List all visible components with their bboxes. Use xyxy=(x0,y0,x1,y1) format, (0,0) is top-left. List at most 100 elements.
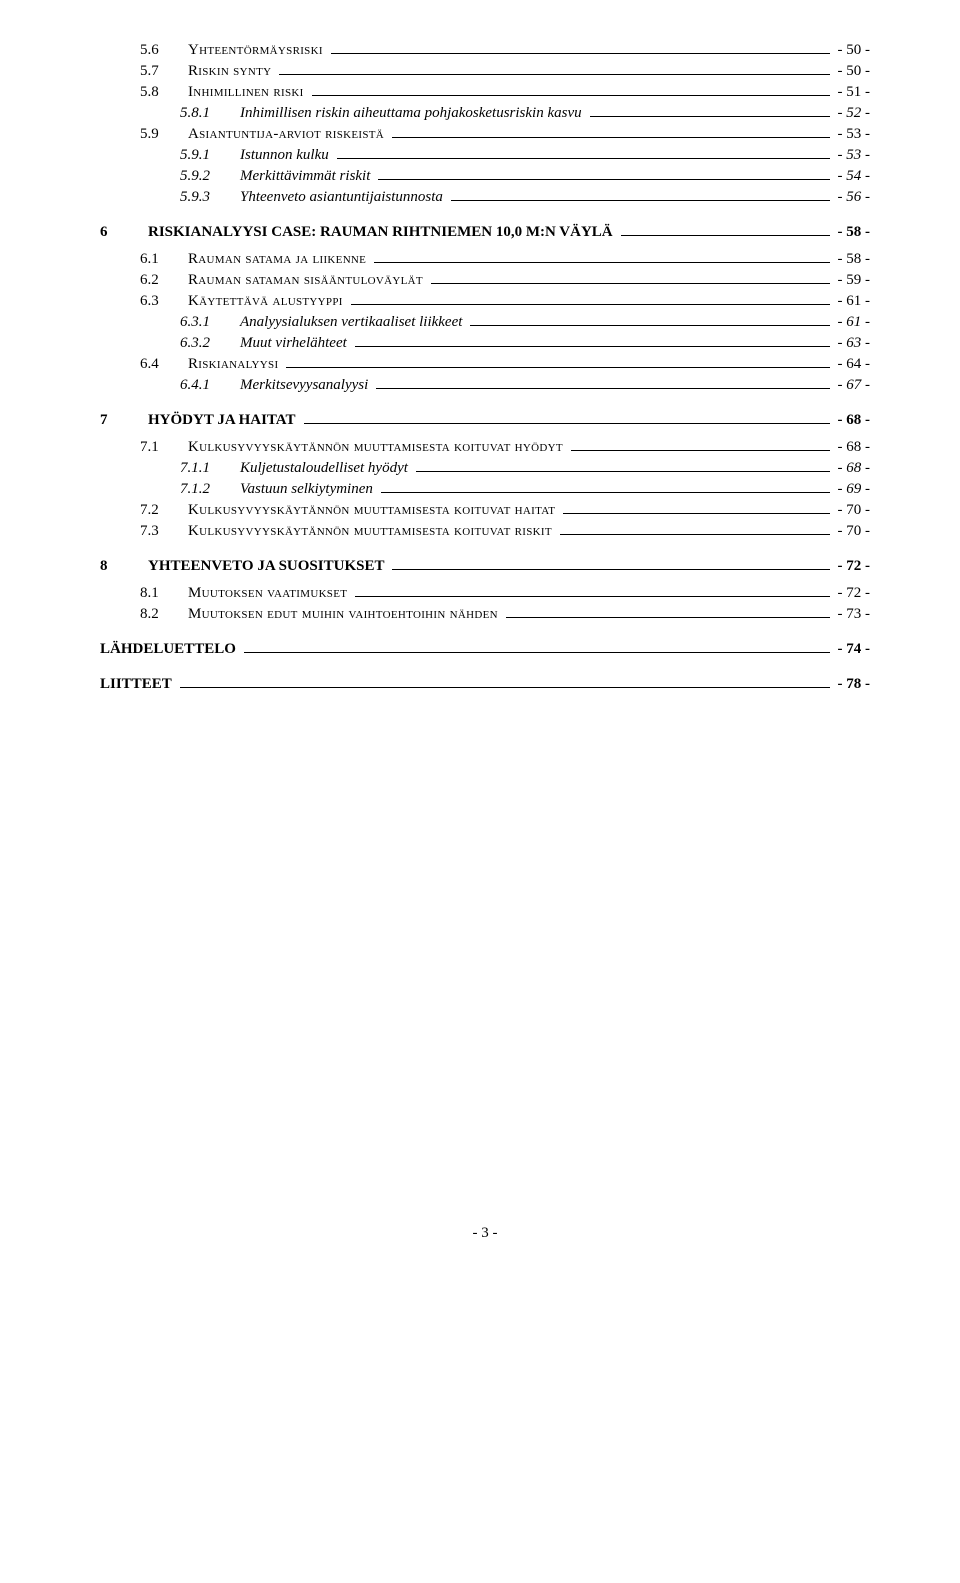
toc-page-number: - 59 - xyxy=(834,270,871,291)
toc-label: 8.2Muutoksen edut muihin vaihtoehtoihin … xyxy=(140,604,502,625)
toc-label: LÄHDELUETTELO xyxy=(100,639,240,660)
toc-leader-line xyxy=(392,137,829,138)
toc-entry: 8.1Muutoksen vaatimukset- 72 - xyxy=(100,583,870,604)
toc-page-number: - 72 - xyxy=(834,556,871,577)
toc-leader-line xyxy=(244,652,830,653)
toc-leader-line xyxy=(355,346,830,347)
toc-label: 7.1Kulkusyvyyskäytännön muuttamisesta ko… xyxy=(140,437,567,458)
toc-label: 5.8.1Inhimillisen riskin aiheuttama pohj… xyxy=(180,103,586,124)
toc-entry: 6.3Käytettävä alustyyppi - 61 - xyxy=(100,291,870,312)
toc-leader-line xyxy=(351,304,830,305)
toc-entry: 8.2Muutoksen edut muihin vaihtoehtoihin … xyxy=(100,604,870,625)
toc-label: 6.1Rauman satama ja liikenne xyxy=(140,249,370,270)
page-number: - 3 - xyxy=(100,1225,870,1242)
toc-entry: 5.9.2Merkittävimmät riskit - 54 - xyxy=(100,166,870,187)
toc-label: 6.3.2Muut virhelähteet xyxy=(180,333,351,354)
toc-page-number: - 67 - xyxy=(834,375,871,396)
toc-leader-line xyxy=(378,179,829,180)
toc-entry: 6.4Riskianalyysi - 64 - xyxy=(100,354,870,375)
toc-page-number: - 70 - xyxy=(834,500,871,521)
toc-label: 6.3Käytettävä alustyyppi xyxy=(140,291,347,312)
toc-label: 5.7Riskin synty xyxy=(140,61,275,82)
toc-entry: 7.1Kulkusyvyyskäytännön muuttamisesta ko… xyxy=(100,437,870,458)
toc-label: 5.9.1Istunnon kulku xyxy=(180,145,333,166)
toc-page-number: - 74 - xyxy=(834,639,871,660)
toc-leader-line xyxy=(416,471,830,472)
toc-label: 7.2Kulkusyvyyskäytännön muuttamisesta ko… xyxy=(140,500,559,521)
toc-label: 6RISKIANALYYSI CASE: RAUMAN RIHTNIEMEN 1… xyxy=(100,222,617,243)
toc-label: 5.8Inhimillinen riski xyxy=(140,82,308,103)
toc-page-number: - 61 - xyxy=(834,312,871,333)
toc-entry: 8YHTEENVETO JA SUOSITUKSET - 72 - xyxy=(100,556,870,577)
document-page: 5.6Yhteentörmäysriski- 50 -5.7Riskin syn… xyxy=(0,0,960,1282)
toc-leader-line xyxy=(376,388,829,389)
toc-label: 6.4.1Merkitsevyysanalyysi xyxy=(180,375,372,396)
toc-label: 7HYÖDYT JA HAITAT xyxy=(100,410,300,431)
toc-label: 8YHTEENVETO JA SUOSITUKSET xyxy=(100,556,388,577)
toc-leader-line xyxy=(451,200,830,201)
toc-label: 6.3.1Analyysialuksen vertikaaliset liikk… xyxy=(180,312,466,333)
toc-entry: 6.3.2Muut virhelähteet - 63 - xyxy=(100,333,870,354)
toc-entry: 6.1Rauman satama ja liikenne- 58 - xyxy=(100,249,870,270)
toc-page-number: - 53 - xyxy=(834,124,871,145)
toc-page-number: - 54 - xyxy=(834,166,871,187)
toc-leader-line xyxy=(355,596,829,597)
toc-leader-line xyxy=(312,95,830,96)
toc-leader-line xyxy=(286,367,829,368)
toc-leader-line xyxy=(381,492,830,493)
toc-page-number: - 58 - xyxy=(834,222,871,243)
toc-entry: 6.4.1Merkitsevyysanalyysi - 67 - xyxy=(100,375,870,396)
toc-page-number: - 52 - xyxy=(834,103,871,124)
toc-page-number: - 69 - xyxy=(834,479,871,500)
toc-leader-line xyxy=(431,283,830,284)
toc-leader-line xyxy=(571,450,830,451)
toc-entry: 7.1.1Kuljetustaloudelliset hyödyt- 68 - xyxy=(100,458,870,479)
toc-page-number: - 50 - xyxy=(834,40,871,61)
toc-page-number: - 68 - xyxy=(834,458,871,479)
toc-entry: 5.7Riskin synty - 50 - xyxy=(100,61,870,82)
table-of-contents: 5.6Yhteentörmäysriski- 50 -5.7Riskin syn… xyxy=(100,40,870,695)
toc-page-number: - 70 - xyxy=(834,521,871,542)
toc-page-number: - 78 - xyxy=(834,674,871,695)
toc-entry: 5.9.3Yhteenveto asiantuntijaistunnosta - … xyxy=(100,187,870,208)
toc-label: 5.9.2Merkittävimmät riskit xyxy=(180,166,374,187)
toc-page-number: - 68 - xyxy=(834,410,871,431)
toc-entry: 5.6Yhteentörmäysriski - 50 - xyxy=(100,40,870,61)
toc-entry: LÄHDELUETTELO - 74 - xyxy=(100,639,870,660)
toc-entry: 6.2Rauman sataman sisääntuloväylät- 59 - xyxy=(100,270,870,291)
toc-page-number: - 63 - xyxy=(834,333,871,354)
toc-label: 6.4Riskianalyysi xyxy=(140,354,282,375)
toc-label: LIITTEET xyxy=(100,674,176,695)
toc-leader-line xyxy=(560,534,830,535)
toc-leader-line xyxy=(563,513,829,514)
toc-leader-line xyxy=(470,325,829,326)
toc-page-number: - 53 - xyxy=(834,145,871,166)
toc-entry: 5.8.1Inhimillisen riskin aiheuttama pohj… xyxy=(100,103,870,124)
toc-page-number: - 64 - xyxy=(834,354,871,375)
toc-entry: 5.9.1Istunnon kulku - 53 - xyxy=(100,145,870,166)
toc-entry: 6RISKIANALYYSI CASE: RAUMAN RIHTNIEMEN 1… xyxy=(100,222,870,243)
toc-entry: 7.1.2Vastuun selkiytyminen - 69 - xyxy=(100,479,870,500)
toc-page-number: - 51 - xyxy=(834,82,871,103)
toc-leader-line xyxy=(590,116,830,117)
toc-label: 5.9Asiantuntija-arviot riskeistä xyxy=(140,124,388,145)
toc-page-number: - 56 - xyxy=(834,187,871,208)
toc-entry: 7HYÖDYT JA HAITAT - 68 - xyxy=(100,410,870,431)
toc-leader-line xyxy=(279,74,829,75)
toc-page-number: - 50 - xyxy=(834,61,871,82)
toc-entry: 5.8Inhimillinen riski - 51 - xyxy=(100,82,870,103)
toc-label: 8.1Muutoksen vaatimukset xyxy=(140,583,351,604)
toc-leader-line xyxy=(331,53,830,54)
toc-entry: 6.3.1Analyysialuksen vertikaaliset liikk… xyxy=(100,312,870,333)
toc-label: 5.6Yhteentörmäysriski xyxy=(140,40,327,61)
toc-leader-line xyxy=(392,569,829,570)
toc-leader-line xyxy=(506,617,830,618)
toc-label: 7.1.2Vastuun selkiytyminen xyxy=(180,479,377,500)
toc-label: 5.9.3Yhteenveto asiantuntijaistunnosta xyxy=(180,187,447,208)
toc-entry: 5.9Asiantuntija-arviot riskeistä - 53 - xyxy=(100,124,870,145)
toc-leader-line xyxy=(374,262,829,263)
toc-page-number: - 61 - xyxy=(834,291,871,312)
toc-leader-line xyxy=(180,687,830,688)
toc-entry: LIITTEET - 78 - xyxy=(100,674,870,695)
toc-leader-line xyxy=(337,158,830,159)
